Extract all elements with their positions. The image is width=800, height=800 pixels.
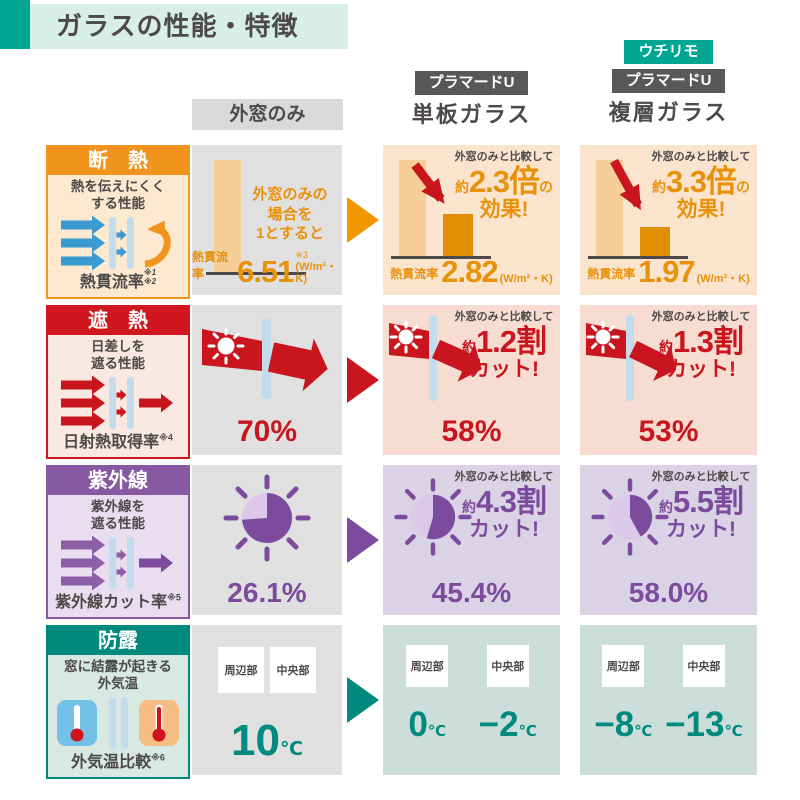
flow-arrow-icon	[347, 357, 379, 403]
edge-value: 0℃	[408, 705, 447, 744]
condensation-metric: 外気温比較※6	[71, 752, 165, 771]
plamado-u-badge: プラマードU	[414, 71, 529, 95]
single-glass-label: 単板ガラス	[411, 102, 532, 127]
insulation-double-effect: 外窓のみと比較して 約3.3倍の 効果!	[651, 151, 751, 222]
uv-double-cell: 外窓のみと比較して 約5.5割 カット! 58.0%	[580, 465, 757, 615]
shading-double-value: 53%	[638, 415, 699, 448]
center-value: −2℃	[478, 705, 537, 744]
shading-metric: 日射熱取得率※4	[63, 432, 173, 451]
center-value: −13℃	[665, 705, 743, 744]
sun-heat-arrow-icon	[389, 315, 482, 401]
uv-sun-pie-icon	[223, 474, 311, 562]
flow-arrow-icon	[347, 517, 379, 563]
bar-base	[214, 160, 241, 272]
edge-label: 周辺部	[602, 645, 645, 687]
u-value: 熱貫流率 6.51 ※3 (W/m²・K)	[192, 249, 337, 289]
title-accent-square	[0, 0, 30, 49]
shading-double-effect: 外窓のみと比較して 約1.3割 カット!	[651, 311, 751, 382]
insulation-base-bar-chart	[206, 153, 310, 275]
double-glass-label: 複層ガラス	[608, 100, 729, 125]
shading-double-cell: 外窓のみと比較して 約1.3割 カット! 53%	[580, 305, 757, 455]
shading-base-cell: 70%	[192, 305, 342, 455]
row-condensation: 防露 窓に結露が起きる 外気温 外気温比較※6 周辺部 中央部 10℃	[0, 625, 800, 779]
title-background	[30, 4, 348, 49]
insulation-metric: 熱貫流率 ※1 ※2	[79, 268, 157, 291]
condensation-single-cell: 周辺部 0℃ 中央部 −2℃	[383, 625, 560, 775]
uchirimo-badge: ウチリモ	[624, 40, 713, 64]
condensation-base-value: 10℃	[231, 716, 303, 765]
decrease-arrow-icon	[610, 159, 642, 211]
condensation-desc: 窓に結露が起きる 外気温	[64, 659, 172, 691]
shading-single-value: 58%	[441, 415, 502, 448]
condensation-label-card: 防露 窓に結露が起きる 外気温 外気温比較※6	[46, 625, 190, 779]
uv-single-effect: 外窓のみと比較して 約4.3割 カット!	[454, 471, 554, 542]
shading-icon	[61, 375, 173, 430]
row-uv: 紫外線 紫外線を 遮る性能 紫外線カット率※5 26.1%	[0, 465, 800, 619]
sun-heat-arrow-icon	[202, 319, 328, 399]
uv-label-card: 紫外線 紫外線を 遮る性能 紫外線カット率※5	[46, 465, 190, 619]
insulation-single-cell: 外窓のみと比較して 約2.3倍の 効果! 熱貫流率 2.82 (W/m²・K)	[383, 145, 560, 295]
condensation-double-cell: 周辺部 −8℃ 中央部 −13℃	[580, 625, 757, 775]
insulation-double-cell: 外窓のみと比較して 約3.3倍の 効果! 熱貫流率 1.97 (W/m²・K)	[580, 145, 757, 295]
center-label: 中央部	[682, 645, 725, 687]
row-insulation: 断 熱 熱を伝えにくく する性能 熱貫流率 ※1 ※2 外窓のみの 場合を 1とする…	[0, 145, 800, 299]
shading-single-cell: 外窓のみと比較して 約1.2割 カット! 58%	[383, 305, 560, 455]
u-value: 熱貫流率 1.97 (W/m²・K)	[587, 254, 750, 289]
insulation-single-effect: 外窓のみと比較して 約2.3倍の 効果!	[454, 151, 554, 222]
uv-icon	[61, 535, 173, 590]
u-value: 熱貫流率 2.82 (W/m²・K)	[390, 254, 553, 289]
column-header-double-glass: ウチリモ プラマードU 複層ガラス	[580, 40, 757, 127]
column-header-single-glass: プラマードU 単板ガラス	[383, 71, 560, 129]
uv-base-cell: 26.1%	[192, 465, 342, 615]
uv-desc: 紫外線を 遮る性能	[91, 499, 145, 531]
insulation-desc: 熱を伝えにくく する性能	[70, 179, 166, 211]
uv-title: 紫外線	[48, 467, 188, 495]
edge-label: 周辺部	[218, 647, 264, 693]
shading-title: 遮 熱	[48, 307, 188, 335]
row-shading: 遮 熱 日差しを 遮る性能 日射熱取得率※4 70%	[0, 305, 800, 459]
uv-double-effect: 外窓のみと比較して 約5.5割 カット!	[651, 471, 751, 542]
insulation-icon	[61, 215, 171, 270]
flow-arrow-icon	[347, 677, 379, 723]
sun-heat-arrow-icon	[586, 315, 677, 401]
edge-label: 周辺部	[406, 645, 449, 687]
uv-sun-pie-icon	[394, 478, 472, 556]
uv-metric: 紫外線カット率※5	[55, 592, 181, 611]
insulation-title: 断 熱	[48, 147, 188, 175]
page-title: ガラスの性能・特徴	[56, 11, 299, 41]
edge-value: −8℃	[594, 705, 653, 744]
shading-desc: 日差しを 遮る性能	[91, 339, 145, 371]
condensation-base-cell: 周辺部 中央部 10℃	[192, 625, 342, 775]
plamado-u-badge: プラマードU	[611, 69, 726, 93]
flow-arrow-icon	[347, 197, 379, 243]
shading-base-value: 70%	[236, 415, 298, 448]
insulation-base-note: 外窓のみの 場合を 1とすると	[252, 186, 328, 242]
center-label: 中央部	[486, 645, 529, 687]
condensation-title: 防露	[48, 627, 188, 655]
center-label: 中央部	[270, 647, 316, 693]
uv-single-value: 45.4%	[431, 577, 512, 608]
uv-single-cell: 外窓のみと比較して 約4.3割 カット! 45.4%	[383, 465, 560, 615]
thermometers-icon	[57, 696, 179, 749]
shading-label-card: 遮 熱 日差しを 遮る性能 日射熱取得率※4	[46, 305, 190, 459]
uv-base-value: 26.1%	[227, 577, 307, 608]
uv-double-value: 58.0%	[628, 577, 709, 608]
insulation-base-cell: 外窓のみの 場合を 1とすると 熱貫流率 6.51 ※3 (W/m²・K)	[192, 145, 342, 295]
decrease-arrow-icon	[411, 162, 445, 204]
column-header-base: 外窓のみ	[192, 99, 343, 130]
insulation-label-card: 断 熱 熱を伝えにくく する性能 熱貫流率 ※1 ※2	[46, 145, 190, 299]
shading-single-effect: 外窓のみと比較して 約1.2割 カット!	[454, 311, 554, 382]
uv-sun-pie-icon	[591, 478, 669, 556]
